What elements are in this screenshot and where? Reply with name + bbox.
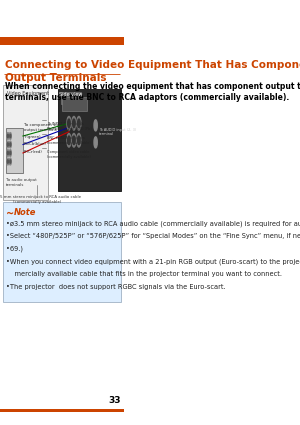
Circle shape <box>72 133 76 147</box>
FancyBboxPatch shape <box>61 92 81 104</box>
Text: To audio output
terminals: To audio output terminals <box>6 178 36 187</box>
Text: To INPUT 2 terminals
Pb/Pb/G/G sync (Y/B) (Pb): To INPUT 2 terminals Pb/Pb/G/G sync (Y/B… <box>47 122 92 130</box>
Circle shape <box>10 160 11 163</box>
Text: •Select “480P/525P” or “576P/625P” for “Special Modes” on the “Fine Sync” menu, : •Select “480P/525P” or “576P/625P” for “… <box>6 233 300 239</box>
Text: Pr/Cr(red): Pr/Cr(red) <box>24 150 43 154</box>
Circle shape <box>77 133 81 147</box>
Text: 33: 33 <box>108 396 121 405</box>
Circle shape <box>7 158 9 165</box>
Circle shape <box>9 158 11 165</box>
Circle shape <box>10 143 11 146</box>
Circle shape <box>72 116 76 130</box>
Circle shape <box>78 119 80 128</box>
Text: ø3.5 mm stereo minijack to RCA audio cable
(commercially available): ø3.5 mm stereo minijack to RCA audio cab… <box>0 196 81 204</box>
Text: To component video
output terminals: To component video output terminals <box>24 123 64 132</box>
Circle shape <box>73 136 75 144</box>
Text: mercially available cable that fits in the projector terminal you want to connec: mercially available cable that fits in t… <box>6 271 282 277</box>
FancyBboxPatch shape <box>7 128 23 173</box>
Circle shape <box>68 119 70 128</box>
FancyBboxPatch shape <box>0 37 124 45</box>
Circle shape <box>68 136 70 144</box>
Text: BNC to RCA adaptors
(commercially available): BNC to RCA adaptors (commercially availa… <box>47 136 91 144</box>
Circle shape <box>77 116 81 130</box>
Circle shape <box>7 133 9 139</box>
Circle shape <box>7 150 9 156</box>
Circle shape <box>10 151 11 155</box>
Text: Pb/Cb(blue): Pb/Cb(blue) <box>24 142 46 146</box>
Circle shape <box>9 133 11 139</box>
Circle shape <box>9 150 11 156</box>
Circle shape <box>7 160 8 163</box>
FancyBboxPatch shape <box>0 409 124 412</box>
Circle shape <box>78 136 80 144</box>
Text: •ø3.5 mm stereo minijack to RCA audio cable (commercially available) is required: •ø3.5 mm stereo minijack to RCA audio ca… <box>6 220 300 227</box>
Circle shape <box>94 120 97 131</box>
Circle shape <box>7 151 8 155</box>
Text: Video Equipment: Video Equipment <box>7 91 49 96</box>
Circle shape <box>7 134 8 138</box>
FancyBboxPatch shape <box>3 202 121 302</box>
Text: •69.): •69.) <box>6 246 23 252</box>
Text: When connecting the video equipment that has component output terminals to the I: When connecting the video equipment that… <box>5 82 300 102</box>
Circle shape <box>7 141 9 148</box>
Text: ~: ~ <box>6 208 14 218</box>
Circle shape <box>7 143 8 146</box>
FancyBboxPatch shape <box>58 89 121 191</box>
Circle shape <box>67 133 71 147</box>
Circle shape <box>9 141 11 148</box>
Text: Connecting to Video Equipment That Has Component
Output Terminals: Connecting to Video Equipment That Has C… <box>5 60 300 83</box>
Text: Y(green): Y(green) <box>24 135 40 139</box>
Text: •When you connect video equipment with a 21-pin RGB output (Euro-scart) to the p: •When you connect video equipment with a… <box>6 258 300 265</box>
Circle shape <box>10 134 11 138</box>
Text: To AUDIO input (2, 3)
terminal: To AUDIO input (2, 3) terminal <box>99 128 136 136</box>
Circle shape <box>67 116 71 130</box>
FancyBboxPatch shape <box>62 97 87 111</box>
Text: Side view: Side view <box>59 92 82 97</box>
Circle shape <box>94 137 97 148</box>
Text: Note: Note <box>14 208 37 217</box>
FancyBboxPatch shape <box>3 85 48 200</box>
Circle shape <box>73 119 75 128</box>
Text: •The projector  does not support RGBC signals via the Euro-scart.: •The projector does not support RGBC sig… <box>6 284 226 290</box>
Text: Component video cable
(commercially available): Component video cable (commercially avai… <box>47 150 91 159</box>
